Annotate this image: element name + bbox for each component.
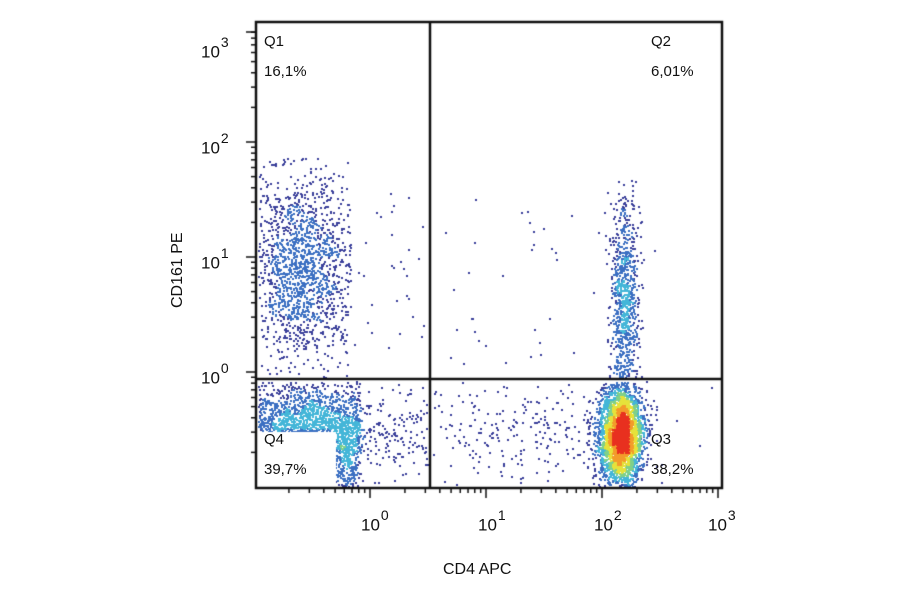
- x-tick-10-3: 103: [708, 507, 736, 535]
- q1-name: Q1: [264, 33, 285, 50]
- y-axis-title: CD161 PE: [169, 232, 186, 308]
- q1-percent: 16,1%: [264, 63, 307, 80]
- q3-name: Q3: [651, 431, 672, 448]
- quadrant-q1-label: Q1 16,1%: [264, 31, 307, 83]
- quadrant-q3-label: Q3 38,2%: [651, 429, 694, 481]
- q2-name: Q2: [651, 33, 672, 50]
- y-tick-10-2: 102: [201, 130, 229, 158]
- quadrant-q4-label: Q4 39,7%: [264, 429, 307, 481]
- x-tick-10-2: 102: [594, 507, 622, 535]
- x-tick-10-1: 101: [478, 507, 506, 535]
- q4-name: Q4: [264, 431, 285, 448]
- quadrant-q2-label: Q2 6,01%: [651, 31, 694, 83]
- x-axis-title: CD4 APC: [443, 561, 512, 578]
- y-tick-10-3: 103: [201, 34, 229, 62]
- x-tick-10-0: 100: [361, 507, 389, 535]
- q3-percent: 38,2%: [651, 461, 694, 478]
- y-tick-10-0: 100: [201, 360, 229, 388]
- q4-percent: 39,7%: [264, 461, 307, 478]
- q2-percent: 6,01%: [651, 63, 694, 80]
- y-tick-10-1: 101: [201, 245, 229, 273]
